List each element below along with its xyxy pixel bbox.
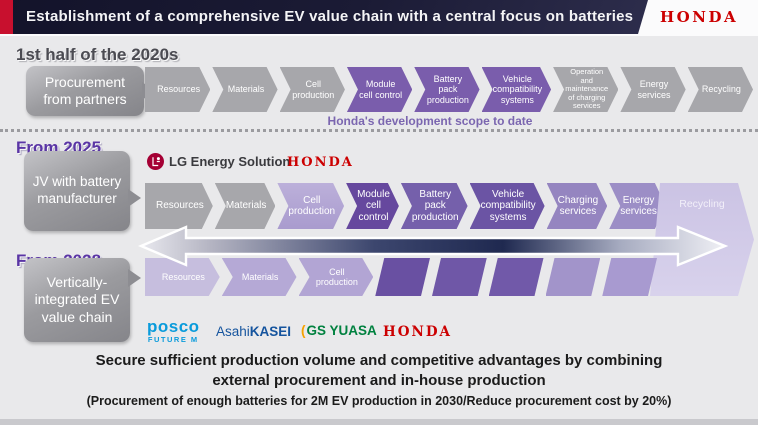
vertically-integrated-box: Vertically-integrated EV value chain	[24, 258, 141, 342]
chain-segment: Energy services	[609, 183, 666, 229]
page-title: Establishment of a comprehensive EV valu…	[26, 8, 634, 25]
posco-logo-subtext: FUTURE M	[147, 335, 199, 344]
footer-line-1: Secure sufficient production volume and …	[95, 352, 663, 369]
chain-segment-highlighted: Module cell control	[347, 67, 412, 112]
lg-energy-solution-logo: LG Energy Solution	[147, 153, 290, 170]
asahi-logo-text: Asahi	[216, 324, 250, 339]
scope-note: Honda's development scope to date	[327, 114, 533, 128]
chain-segment: Resources	[145, 67, 210, 112]
footer-line-2: external procurement and in-house produc…	[212, 372, 546, 389]
posco-logo-text: posco	[147, 317, 200, 336]
lg-logo-text: LG Energy Solution	[169, 154, 291, 169]
chain-segment: Energy services	[620, 67, 685, 112]
chain-segment-highlighted: Battery pack production	[401, 183, 468, 229]
gs-arc-icon: (	[301, 323, 306, 338]
gs-yuasa-logo: (GS YUASA	[301, 323, 377, 338]
chain-segment: Operation and maintenance of charging se…	[553, 67, 618, 112]
expansion-arrow	[138, 225, 728, 267]
chain-segment: Charging services	[547, 183, 608, 229]
honda-logo-bottom: HONDA	[383, 324, 453, 340]
jv-battery-box: JV with battery manufacturer	[24, 151, 141, 231]
chain-segment-unlabeled	[489, 258, 544, 296]
dotted-divider	[0, 129, 758, 132]
chain-segment-highlighted: Module cell control	[346, 183, 399, 229]
yuasa-logo-text: YUASA	[329, 323, 377, 338]
bottom-edge-strip	[0, 419, 758, 425]
honda-logo: HONDA	[660, 8, 739, 26]
chain-segment-highlighted: Vehicle compatibility systems	[482, 67, 552, 112]
chain-segment-unlabeled	[432, 258, 487, 296]
chain-segment: Recycling	[688, 67, 753, 112]
gs-logo-text: GS	[306, 323, 327, 338]
chain-segment-highlighted: Vehicle compatibility systems	[470, 183, 545, 229]
footer-line-3: (Procurement of enough batteries for 2M …	[86, 394, 672, 408]
kasei-logo-text: KASEI	[249, 324, 292, 339]
chain-segment: Cell production	[280, 67, 345, 112]
chain-segment-unlabeled	[602, 258, 657, 296]
chain-segment: Recycling	[679, 198, 725, 210]
lg-mark-icon	[147, 153, 164, 170]
value-chain-row-2028: Resources Materials Cell production	[145, 258, 657, 296]
chain-segment: Materials	[222, 258, 297, 296]
chain-segment: Cell production	[299, 258, 374, 296]
title-bar	[0, 0, 648, 34]
chain-segment: Resources	[145, 183, 213, 229]
value-chain-row-2020s: Resources Materials Cell production Modu…	[145, 67, 753, 112]
posco-future-m-logo: posco FUTURE M	[147, 318, 200, 344]
chain-segment-highlighted: Battery pack production	[414, 67, 479, 112]
era-label-2020s: 1st half of the 2020s	[16, 45, 179, 64]
chain-segment: Materials	[212, 67, 277, 112]
asahi-kasei-logo: AsahiKASEI	[216, 324, 291, 339]
honda-logo-mid: HONDA	[287, 155, 354, 170]
chain-segment: Materials	[215, 183, 276, 229]
value-chain-row-2025: Resources Materials Cell production Modu…	[145, 183, 657, 229]
procurement-from-partners-box: Procurement from partners	[26, 66, 155, 116]
chain-segment-unlabeled	[546, 258, 601, 296]
red-accent-bar	[0, 0, 13, 34]
chain-segment: Cell production	[277, 183, 344, 229]
chain-segment-unlabeled	[375, 258, 430, 296]
